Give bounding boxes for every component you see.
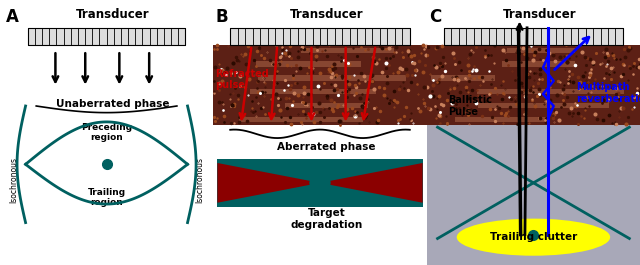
Bar bbox=[258, 75, 406, 81]
Ellipse shape bbox=[309, 174, 331, 191]
Bar bbox=[213, 45, 427, 125]
Bar bbox=[230, 28, 410, 45]
Text: Multipath
reverberation: Multipath reverberation bbox=[576, 82, 640, 104]
Text: Refracted
pulse: Refracted pulse bbox=[215, 69, 269, 90]
Text: Target
degradation: Target degradation bbox=[291, 208, 362, 230]
Bar bbox=[427, 45, 640, 125]
Text: Trailing
region: Trailing region bbox=[88, 188, 125, 207]
Bar bbox=[250, 89, 376, 94]
Bar bbox=[301, 48, 394, 53]
Bar bbox=[477, 89, 624, 94]
Text: Transducer: Transducer bbox=[503, 8, 577, 21]
Text: Preceding
region: Preceding region bbox=[81, 123, 132, 142]
Bar bbox=[28, 28, 186, 45]
Text: Transducer: Transducer bbox=[290, 8, 364, 21]
Text: Isochronous: Isochronous bbox=[195, 157, 204, 203]
Bar bbox=[444, 28, 623, 45]
Text: Ballistic
Pulse: Ballistic Pulse bbox=[448, 95, 492, 117]
Text: A: A bbox=[6, 8, 19, 26]
Bar bbox=[427, 125, 640, 265]
Polygon shape bbox=[218, 163, 320, 203]
Bar bbox=[285, 103, 369, 108]
Bar bbox=[502, 61, 575, 67]
Polygon shape bbox=[320, 163, 422, 203]
Bar bbox=[431, 75, 495, 81]
Text: Trailing clutter: Trailing clutter bbox=[490, 232, 577, 242]
Text: Isochronous: Isochronous bbox=[10, 157, 19, 203]
Bar bbox=[507, 48, 575, 53]
Bar bbox=[218, 159, 422, 207]
Text: Transducer: Transducer bbox=[76, 8, 150, 21]
Bar bbox=[239, 117, 363, 122]
Bar bbox=[255, 61, 361, 67]
Bar bbox=[478, 103, 609, 108]
Text: Aberrated phase: Aberrated phase bbox=[277, 142, 376, 152]
Text: Unaberrated phase: Unaberrated phase bbox=[56, 99, 170, 109]
Bar bbox=[455, 117, 547, 122]
Text: C: C bbox=[429, 8, 441, 26]
Text: B: B bbox=[215, 8, 228, 26]
Ellipse shape bbox=[457, 219, 610, 256]
